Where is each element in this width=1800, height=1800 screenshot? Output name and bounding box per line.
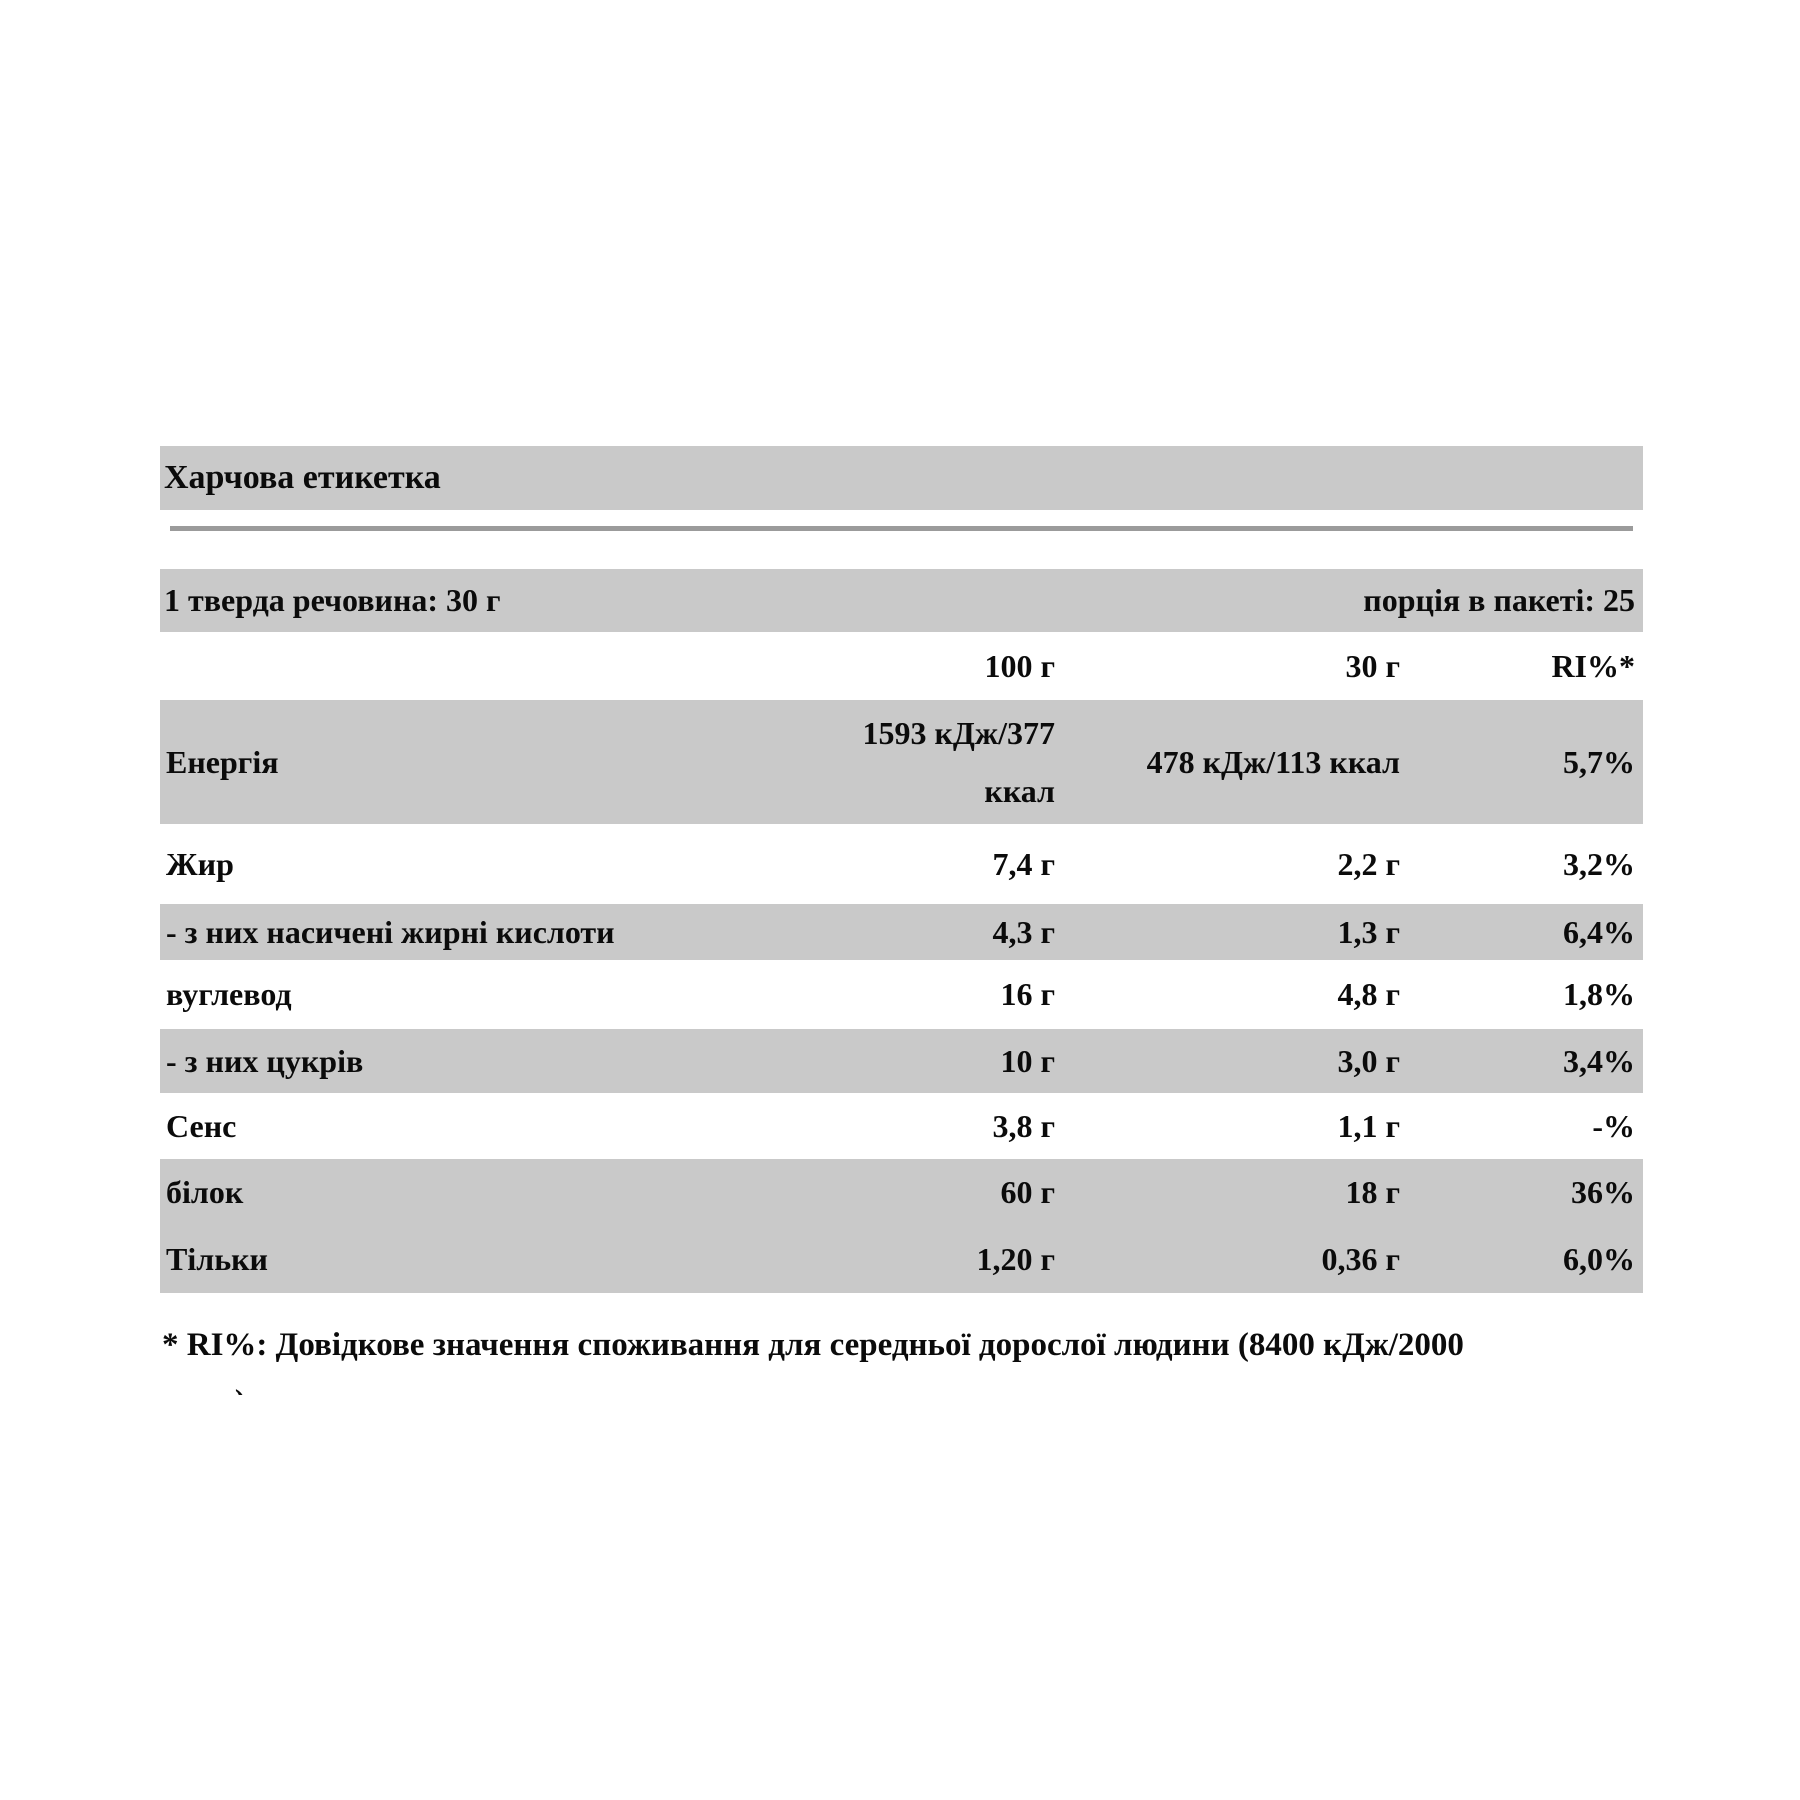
row-label: - з них насичені жирні кислоти (166, 913, 615, 950)
row-label: Жир (166, 845, 234, 882)
table-row-fat: Жир 7,4 г 2,2 г 3,2% (160, 824, 1643, 904)
row-value-ri: 5,7% (1563, 743, 1635, 780)
table-row-fibre: Сенс 3,8 г 1,1 г -% (160, 1093, 1643, 1159)
ri-footnote-line2: ккал) (162, 1374, 1643, 1395)
row-label: - з них цукрів (166, 1042, 364, 1079)
row-value-100g: 4,3 г (992, 913, 1055, 950)
row-value-100g: 1593 кДж/377 ккал (700, 704, 1055, 820)
label-title-row: Харчова етикетка (160, 446, 1643, 510)
table-row-carbohydrate: вуглевод 16 г 4,8 г 1,8% (160, 960, 1643, 1029)
column-header-ri: RI%* (1551, 647, 1635, 684)
energy-100g-line2: ккал (984, 773, 1055, 809)
row-value-ri: -% (1592, 1107, 1635, 1144)
row-label: Тільки (166, 1241, 268, 1277)
row-value-ri: 6,0% (1563, 1241, 1635, 1277)
table-row-protein: білок 60 г 18 г 36% (160, 1159, 1643, 1226)
row-value-30g: 18 г (1345, 1174, 1400, 1210)
row-value-100g: 7,4 г (992, 845, 1055, 882)
row-value-ri: 3,2% (1563, 845, 1635, 882)
row-value-ri: 1,8% (1563, 976, 1635, 1012)
row-value-30g: 2,2 г (1337, 845, 1400, 882)
table-row-saturates: - з них насичені жирні кислоти 4,3 г 1,3… (160, 904, 1643, 960)
table-row-sugars: - з них цукрів 10 г 3,0 г 3,4% (160, 1029, 1643, 1093)
row-value-30g: 1,1 г (1337, 1107, 1400, 1144)
row-value-100g: 3,8 г (992, 1107, 1055, 1144)
row-value-100g: 16 г (1000, 976, 1055, 1012)
column-header-row: 100 г 30 г RI%* (160, 632, 1643, 700)
row-value-30g: 3,0 г (1337, 1042, 1400, 1079)
row-value-30g: 1,3 г (1337, 913, 1400, 950)
divider-rule (170, 526, 1633, 531)
label-title: Харчова етикетка (164, 459, 441, 496)
row-value-100g: 60 г (1000, 1174, 1055, 1210)
column-header-100g: 100 г (984, 647, 1055, 684)
row-value-30g: 0,36 г (1321, 1241, 1400, 1277)
serving-info-row: 1 тверда речовина: 30 г порція в пакеті:… (160, 569, 1643, 632)
row-value-100g: 10 г (1000, 1042, 1055, 1079)
row-label: Енергія (166, 743, 279, 780)
table-row-energy: Енергія 1593 кДж/377 ккал 478 кДж/113 кк… (160, 700, 1643, 824)
nutrition-label: Харчова етикетка 1 тверда речовина: 30 г… (160, 446, 1643, 1395)
row-value-ri: 6,4% (1563, 913, 1635, 950)
table-row-salt: Тільки 1,20 г 0,36 г 6,0% (160, 1226, 1643, 1293)
ri-footnote: * RI%: Довідкове значення споживання для… (160, 1317, 1643, 1395)
row-label: білок (166, 1174, 244, 1210)
ri-footnote-line1: * RI%: Довідкове значення споживання для… (162, 1327, 1464, 1363)
row-value-ri: 36% (1571, 1174, 1635, 1210)
row-label: вуглевод (166, 976, 292, 1012)
column-header-30g: 30 г (1345, 647, 1400, 684)
row-value-30g: 478 кДж/113 ккал (1146, 743, 1400, 780)
servings-per-pack: порція в пакеті: 25 (1363, 582, 1635, 618)
row-value-100g: 1,20 г (976, 1241, 1055, 1277)
energy-100g-line1: 1593 кДж/377 (862, 715, 1055, 751)
row-label: Сенс (166, 1107, 237, 1144)
serving-size: 1 тверда речовина: 30 г (164, 582, 501, 618)
row-value-ri: 3,4% (1563, 1042, 1635, 1079)
row-value-30g: 4,8 г (1337, 976, 1400, 1012)
title-divider-area (160, 526, 1643, 569)
